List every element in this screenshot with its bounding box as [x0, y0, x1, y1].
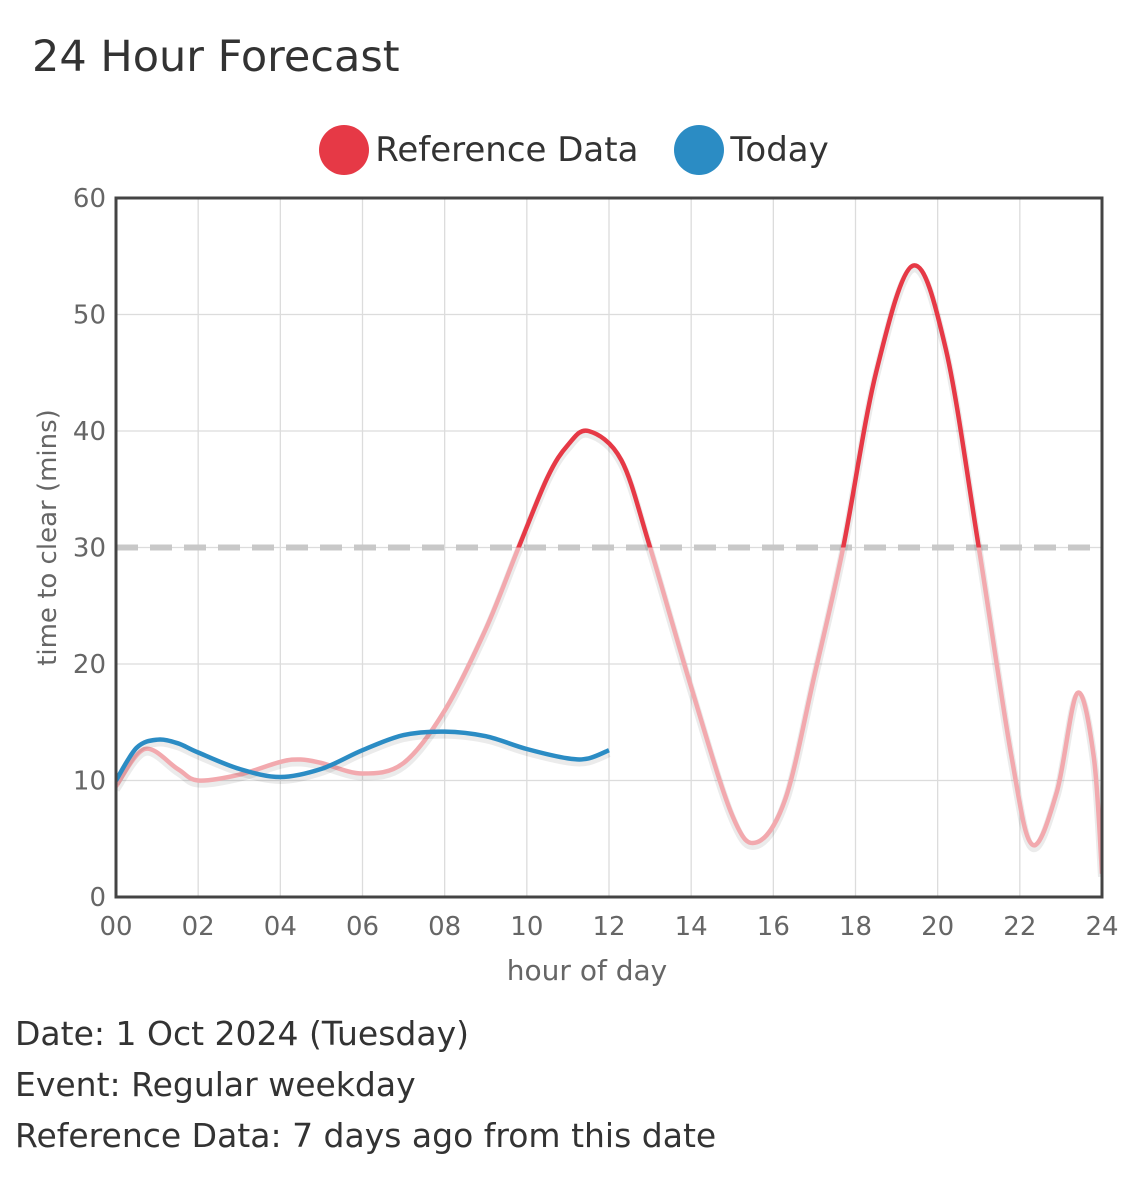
info-event: Event: Regular weekday: [15, 1065, 416, 1104]
x-tick-label: 24: [1085, 912, 1118, 942]
chart-title: 24 Hour Forecast: [32, 32, 400, 82]
x-tick-label: 04: [264, 912, 297, 942]
x-tick-label: 12: [592, 912, 625, 942]
x-tick-label: 16: [757, 912, 790, 942]
y-tick-label: 10: [73, 767, 106, 797]
y-tick-label: 60: [73, 184, 106, 214]
x-tick-label: 02: [182, 912, 215, 942]
x-tick-label: 08: [428, 912, 461, 942]
chart-legend: Reference Data Today: [0, 125, 1140, 175]
x-tick-label: 14: [675, 912, 708, 942]
series-today-shadow: [116, 730, 611, 786]
info-date: Date: 1 Oct 2024 (Tuesday): [15, 1014, 469, 1053]
plot-area: [116, 263, 1102, 877]
legend-item-today[interactable]: Today: [674, 125, 829, 175]
y-tick-label: 0: [89, 883, 106, 913]
x-axis-label: hour of day: [507, 954, 667, 987]
plot-border: [114, 196, 1104, 899]
x-tick-label: 00: [99, 912, 132, 942]
x-tick-label: 22: [1003, 912, 1036, 942]
series-today-line: [116, 729, 610, 782]
y-tick-label: 50: [73, 301, 106, 331]
legend-marker-reference: [319, 125, 370, 175]
info-panel: Date: 1 Oct 2024 (Tuesday) Event: Regula…: [15, 1008, 716, 1161]
legend-label-reference: Reference Data: [375, 130, 639, 170]
y-tick-label: 30: [73, 534, 106, 564]
y-tick-label: 20: [73, 650, 106, 680]
x-tick-label: 18: [839, 912, 872, 942]
x-tick-label: 20: [921, 912, 954, 942]
legend-item-reference[interactable]: Reference Data: [319, 125, 638, 175]
legend-marker-today: [674, 125, 725, 175]
x-tick-label: 10: [510, 912, 543, 942]
legend-label-today: Today: [730, 130, 829, 170]
line-chart: 00 02 04 06 08 10 12 14 16 18 20 22 24 0 10 20 30 40 50 60 h…: [33, 184, 1119, 987]
info-reference: Reference Data: 7 days ago from this dat…: [15, 1116, 717, 1155]
series-reference-line-below-threshold: [116, 547, 1102, 874]
x-tick-label: 06: [346, 912, 379, 942]
y-axis-label: time to clear (mins): [33, 409, 63, 666]
y-tick-label: 40: [73, 417, 106, 447]
